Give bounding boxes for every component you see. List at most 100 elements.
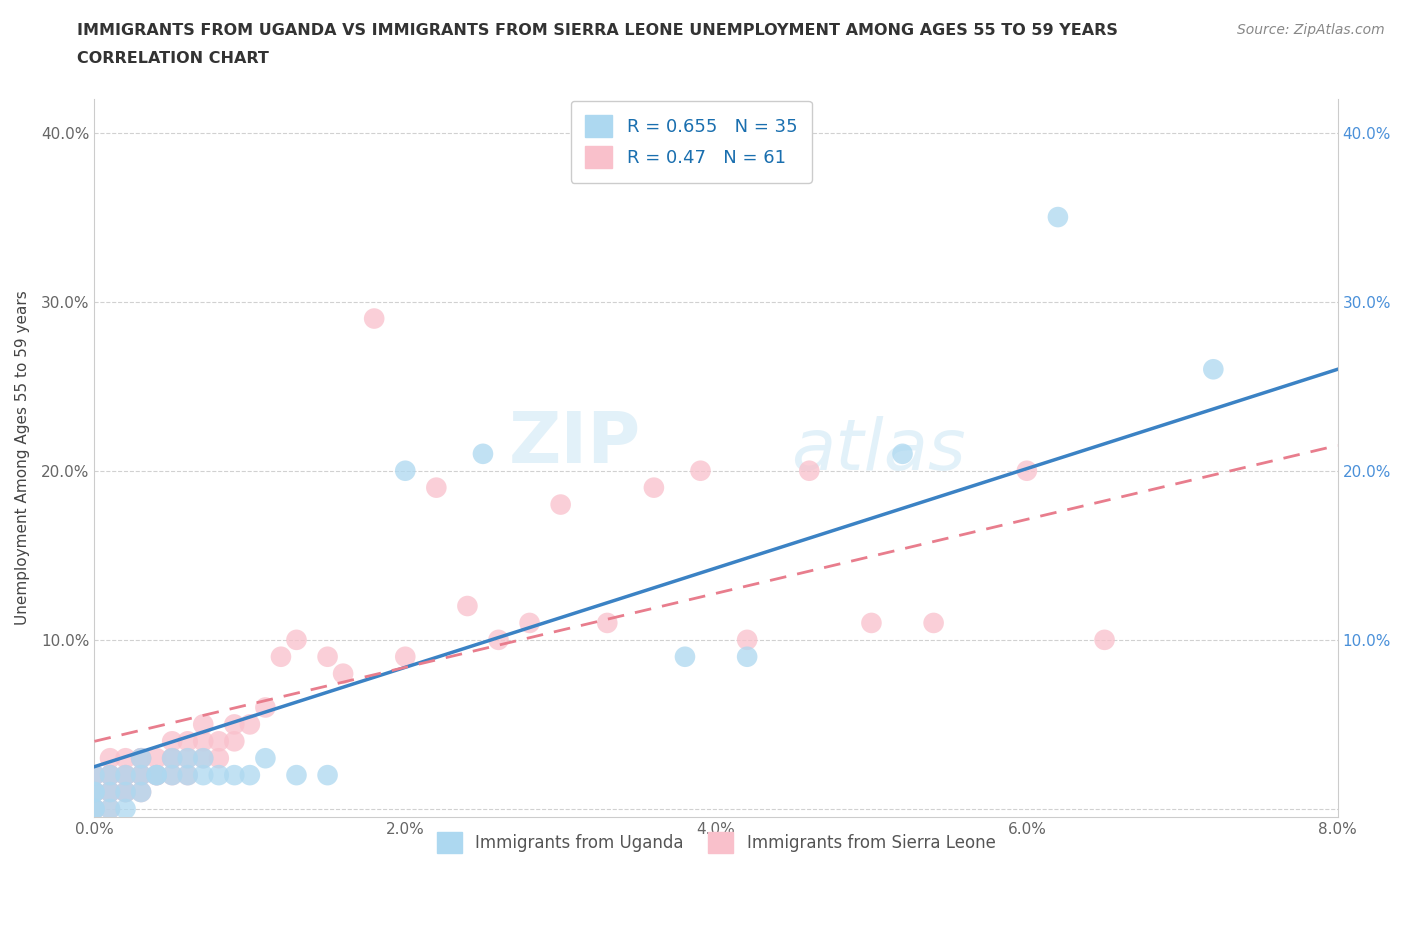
Point	[643, 480, 665, 495]
Point	[177, 751, 200, 765]
Point	[160, 767, 183, 782]
Point	[83, 785, 105, 800]
Point	[177, 734, 200, 749]
Point	[1015, 463, 1038, 478]
Point	[689, 463, 711, 478]
Point	[193, 734, 215, 749]
Point	[177, 767, 200, 782]
Point	[254, 700, 277, 715]
Text: CORRELATION CHART: CORRELATION CHART	[77, 51, 269, 66]
Point	[114, 802, 136, 817]
Point	[114, 767, 136, 782]
Point	[193, 751, 215, 765]
Point	[1046, 209, 1069, 224]
Point	[193, 717, 215, 732]
Point	[394, 463, 416, 478]
Point	[83, 802, 105, 817]
Point	[519, 616, 541, 631]
Point	[98, 802, 121, 817]
Point	[254, 751, 277, 765]
Point	[550, 498, 572, 512]
Point	[177, 767, 200, 782]
Point	[83, 802, 105, 817]
Point	[145, 767, 167, 782]
Point	[129, 767, 152, 782]
Point	[1202, 362, 1225, 377]
Point	[83, 767, 105, 782]
Point	[160, 767, 183, 782]
Point	[799, 463, 821, 478]
Point	[83, 767, 105, 782]
Point	[472, 446, 495, 461]
Point	[98, 767, 121, 782]
Point	[456, 599, 478, 614]
Point	[160, 734, 183, 749]
Point	[224, 717, 246, 732]
Point	[83, 802, 105, 817]
Point	[129, 785, 152, 800]
Point	[98, 785, 121, 800]
Point	[114, 785, 136, 800]
Point	[270, 649, 292, 664]
Point	[114, 751, 136, 765]
Point	[114, 785, 136, 800]
Point	[145, 767, 167, 782]
Point	[285, 632, 308, 647]
Point	[316, 767, 339, 782]
Point	[98, 767, 121, 782]
Point	[735, 649, 758, 664]
Point	[316, 649, 339, 664]
Point	[129, 785, 152, 800]
Legend: Immigrants from Uganda, Immigrants from Sierra Leone: Immigrants from Uganda, Immigrants from …	[430, 826, 1002, 859]
Point	[83, 785, 105, 800]
Point	[596, 616, 619, 631]
Point	[129, 751, 152, 765]
Point	[891, 446, 914, 461]
Point	[98, 802, 121, 817]
Point	[114, 785, 136, 800]
Point	[488, 632, 510, 647]
Point	[224, 767, 246, 782]
Point	[129, 767, 152, 782]
Point	[98, 785, 121, 800]
Point	[83, 767, 105, 782]
Point	[332, 666, 354, 681]
Point	[129, 751, 152, 765]
Point	[114, 767, 136, 782]
Point	[160, 751, 183, 765]
Y-axis label: Unemployment Among Ages 55 to 59 years: Unemployment Among Ages 55 to 59 years	[15, 291, 30, 626]
Point	[1094, 632, 1116, 647]
Text: IMMIGRANTS FROM UGANDA VS IMMIGRANTS FROM SIERRA LEONE UNEMPLOYMENT AMONG AGES 5: IMMIGRANTS FROM UGANDA VS IMMIGRANTS FRO…	[77, 23, 1118, 38]
Point	[735, 632, 758, 647]
Point	[145, 751, 167, 765]
Point	[129, 767, 152, 782]
Text: Source: ZipAtlas.com: Source: ZipAtlas.com	[1237, 23, 1385, 37]
Point	[239, 767, 262, 782]
Point	[98, 785, 121, 800]
Point	[208, 767, 231, 782]
Point	[177, 751, 200, 765]
Point	[208, 734, 231, 749]
Point	[160, 751, 183, 765]
Point	[160, 751, 183, 765]
Point	[98, 767, 121, 782]
Point	[83, 785, 105, 800]
Point	[193, 767, 215, 782]
Point	[129, 751, 152, 765]
Point	[394, 649, 416, 664]
Point	[363, 312, 385, 326]
Point	[425, 480, 447, 495]
Point	[98, 751, 121, 765]
Point	[83, 802, 105, 817]
Text: atlas: atlas	[790, 417, 966, 485]
Point	[673, 649, 696, 664]
Point	[208, 751, 231, 765]
Point	[193, 751, 215, 765]
Point	[224, 734, 246, 749]
Point	[114, 767, 136, 782]
Point	[860, 616, 883, 631]
Point	[83, 785, 105, 800]
Point	[239, 717, 262, 732]
Point	[145, 767, 167, 782]
Point	[285, 767, 308, 782]
